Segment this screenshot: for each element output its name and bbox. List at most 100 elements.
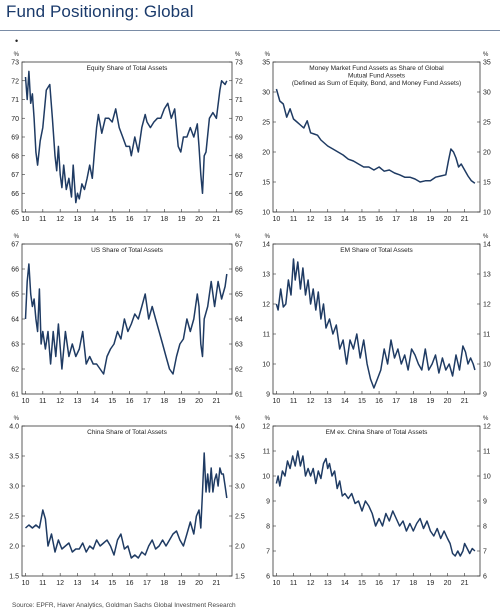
x-tick-label: 10 xyxy=(22,398,30,405)
y-tick-label-left: 62 xyxy=(11,367,19,374)
plot-frame xyxy=(21,425,233,577)
y-tick-label-left: 1.5 xyxy=(9,574,19,581)
y-tick-label-right: 20 xyxy=(483,150,491,157)
x-tick-label: 17 xyxy=(392,398,400,405)
panel-title: Equity Share of Total Assets xyxy=(87,65,169,72)
x-tick-label: 13 xyxy=(324,398,332,405)
x-tick-label: 10 xyxy=(273,216,281,223)
y-tick-label-right: 71 xyxy=(235,97,243,104)
plot-frame xyxy=(272,243,481,395)
unit-label-left: % xyxy=(265,234,271,240)
x-tick-label: 12 xyxy=(307,580,315,587)
y-tick-label-right: 66 xyxy=(235,267,243,274)
panel-title: EM ex. China Share of Total Assets xyxy=(326,429,429,436)
title-divider xyxy=(0,30,500,31)
y-tick-label-left: 10 xyxy=(262,210,270,217)
y-tick-label-right: 10 xyxy=(483,474,491,481)
y-tick-label-right: 2.0 xyxy=(235,544,245,551)
y-tick-label-left: 66 xyxy=(11,191,19,198)
x-tick-label: 18 xyxy=(409,580,417,587)
x-tick-label: 18 xyxy=(409,398,417,405)
x-tick-label: 15 xyxy=(358,580,366,587)
y-tick-label-right: 3.0 xyxy=(235,484,245,491)
y-tick-label-left: 67 xyxy=(11,242,19,249)
x-tick-label: 17 xyxy=(392,580,400,587)
x-tick-label: 20 xyxy=(195,580,203,587)
y-tick-label-right: 69 xyxy=(235,135,243,142)
x-tick-label: 20 xyxy=(444,216,452,223)
panel-title: China Share of Total Assets xyxy=(87,429,167,436)
y-tick-label-left: 2.5 xyxy=(9,514,19,521)
panel-title: EM Share of Total Assets xyxy=(340,247,413,254)
x-tick-label: 16 xyxy=(375,216,383,223)
y-tick-label-left: 10 xyxy=(262,474,270,481)
y-tick-label-right: 12 xyxy=(483,424,491,431)
x-tick-label: 12 xyxy=(56,580,64,587)
panel-title: Money Market Fund Assets as Share of Glo… xyxy=(309,65,444,72)
x-tick-label: 11 xyxy=(39,580,46,587)
y-tick-label-right: 8 xyxy=(483,524,487,531)
x-tick-label: 15 xyxy=(358,216,366,223)
y-tick-label-left: 65 xyxy=(11,292,19,299)
y-tick-label-right: 25 xyxy=(483,120,491,127)
y-tick-label-left: 9 xyxy=(266,499,270,506)
series-line-1 xyxy=(275,88,476,184)
series-line-1 xyxy=(275,258,476,389)
x-tick-label: 20 xyxy=(195,398,203,405)
y-tick-label-left: 25 xyxy=(262,120,270,127)
x-tick-label: 10 xyxy=(273,580,281,587)
y-tick-label-left: 70 xyxy=(11,116,19,123)
y-tick-label-left: 66 xyxy=(11,267,19,274)
y-tick-label-right: 35 xyxy=(483,60,491,67)
series-line-1 xyxy=(24,70,228,204)
x-tick-label: 19 xyxy=(178,580,186,587)
y-tick-label-right: 63 xyxy=(235,342,243,349)
y-tick-label-right: 15 xyxy=(483,180,491,187)
y-tick-label-left: 11 xyxy=(263,449,270,456)
y-tick-label-left: 65 xyxy=(11,210,19,217)
x-tick-label: 12 xyxy=(56,398,64,405)
panel-title: US Share of Total Assets xyxy=(91,247,164,254)
x-tick-label: 11 xyxy=(290,398,297,405)
x-tick-label: 21 xyxy=(212,398,220,405)
x-tick-label: 20 xyxy=(444,398,452,405)
x-tick-label: 21 xyxy=(212,580,220,587)
y-tick-label-right: 64 xyxy=(235,317,243,324)
x-tick-label: 10 xyxy=(273,398,281,405)
y-tick-label-left: 20 xyxy=(262,150,270,157)
x-tick-label: 19 xyxy=(426,580,434,587)
x-tick-label: 19 xyxy=(178,216,186,223)
unit-label-right: % xyxy=(483,416,489,422)
x-tick-label: 14 xyxy=(91,216,99,223)
x-tick-label: 18 xyxy=(160,216,168,223)
x-tick-label: 12 xyxy=(56,216,64,223)
x-tick-label: 20 xyxy=(444,580,452,587)
x-tick-label: 21 xyxy=(461,216,469,223)
y-tick-label-left: 68 xyxy=(11,153,19,160)
y-tick-label-left: 6 xyxy=(266,574,270,581)
panel-6: EM ex. China Share of Total Assets% % 6 6 7 7… xyxy=(262,416,491,587)
x-tick-label: 11 xyxy=(290,580,297,587)
y-tick-label-right: 68 xyxy=(235,153,243,160)
source-note: Source: EPFR, Haver Analytics, Goldman S… xyxy=(12,602,236,609)
panel-title: (Defined as Sum of Equity, Bond, and Mon… xyxy=(292,80,461,87)
unit-label-left: % xyxy=(265,52,271,58)
y-tick-label-right: 72 xyxy=(235,78,243,85)
y-tick-label-right: 70 xyxy=(235,116,243,123)
y-tick-label-left: 4.0 xyxy=(9,424,19,431)
x-tick-label: 14 xyxy=(91,580,99,587)
plot-frame xyxy=(272,425,481,577)
x-tick-label: 14 xyxy=(91,398,99,405)
x-tick-label: 17 xyxy=(143,580,151,587)
page-title: Fund Positioning: Global xyxy=(6,2,194,21)
unit-label-right: % xyxy=(235,52,241,58)
y-tick-label-right: 11 xyxy=(483,449,490,456)
x-tick-label: 14 xyxy=(341,216,349,223)
unit-label-right: % xyxy=(483,234,489,240)
y-tick-label-right: 61 xyxy=(235,392,243,399)
panel-title: Mutual Fund Assets xyxy=(348,73,406,80)
x-tick-label: 16 xyxy=(126,580,134,587)
unit-label-left: % xyxy=(265,416,271,422)
x-tick-label: 15 xyxy=(108,580,116,587)
x-tick-label: 15 xyxy=(108,398,116,405)
